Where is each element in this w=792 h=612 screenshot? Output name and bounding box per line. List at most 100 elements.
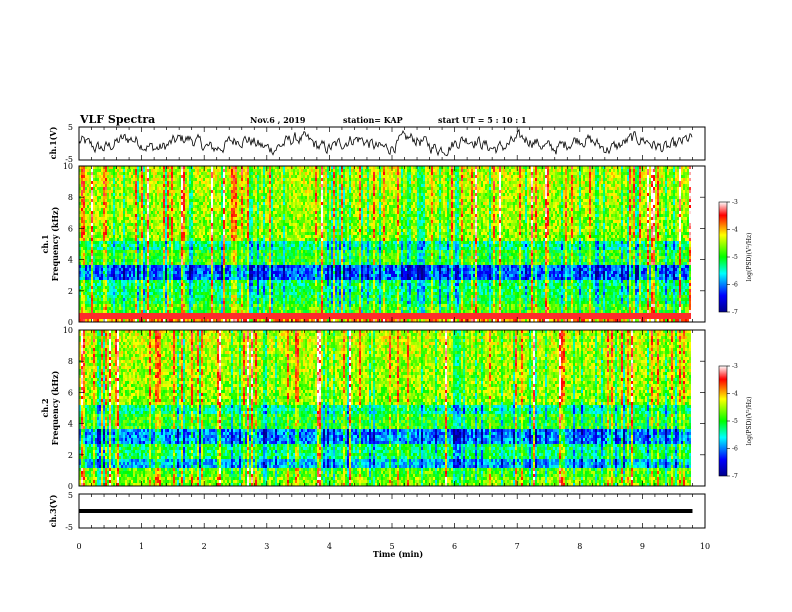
spectrogram-cell bbox=[571, 172, 573, 175]
spectrogram-cell bbox=[113, 178, 115, 181]
spectrogram-cell bbox=[165, 169, 167, 172]
spectrogram-cell bbox=[317, 169, 319, 172]
spectrogram-cell bbox=[491, 175, 493, 178]
spectrogram-cell bbox=[505, 172, 507, 175]
spectrogram-cell bbox=[677, 172, 679, 175]
spectrogram-cell bbox=[389, 172, 391, 175]
spectrogram-cell bbox=[217, 175, 219, 178]
spectrogram-cell bbox=[227, 172, 229, 175]
spectrogram-cell bbox=[617, 175, 619, 178]
spectrogram-cell bbox=[675, 175, 677, 178]
spectrogram-cell bbox=[233, 172, 235, 175]
spectrogram-cell bbox=[607, 175, 609, 178]
spectrogram-cell bbox=[119, 172, 121, 175]
spectrogram-cell bbox=[497, 175, 499, 178]
spectrogram-cell bbox=[521, 175, 523, 178]
spectrogram-cell bbox=[333, 172, 335, 175]
spectrogram-cell bbox=[137, 169, 139, 172]
spectrogram-cell bbox=[533, 175, 535, 178]
spectrogram-cell bbox=[361, 169, 363, 172]
spectrogram-cell bbox=[139, 175, 141, 178]
spectrogram-cell bbox=[609, 175, 611, 178]
spectrogram-cell bbox=[121, 175, 123, 178]
spectrogram-cell bbox=[193, 175, 195, 178]
spectrogram-cell bbox=[311, 175, 313, 178]
spectrogram-cell bbox=[627, 175, 629, 178]
spectrogram-cell bbox=[403, 172, 405, 175]
spectrogram-cell bbox=[169, 175, 171, 178]
spectrogram-cell bbox=[677, 175, 679, 178]
spectrogram-cell bbox=[195, 172, 197, 175]
spectrogram-cell bbox=[471, 172, 473, 175]
spectrogram-cell bbox=[587, 169, 589, 172]
spectrogram-cell bbox=[467, 169, 469, 172]
spectrogram-cell bbox=[551, 172, 553, 175]
spectrogram-cell bbox=[661, 175, 663, 178]
spectrogram-cell bbox=[621, 175, 623, 178]
spectrogram-cell bbox=[689, 169, 691, 172]
spectrogram-cell bbox=[527, 175, 529, 178]
spectrogram-cell bbox=[113, 172, 115, 175]
spectrogram-cell bbox=[297, 175, 299, 178]
spectrogram-cell bbox=[475, 175, 477, 178]
spectrogram-cell bbox=[175, 175, 177, 178]
spectrogram-cell bbox=[449, 169, 451, 172]
spectrogram-cell bbox=[263, 169, 265, 172]
spectrogram-cell bbox=[569, 175, 571, 178]
spectrogram-cell bbox=[449, 172, 451, 175]
spectrogram-cell bbox=[127, 178, 129, 181]
spectrogram-cell bbox=[169, 169, 171, 172]
spectrogram-cell bbox=[239, 172, 241, 175]
spectrogram-cell bbox=[593, 175, 595, 178]
spectrogram-cell bbox=[123, 175, 125, 178]
spectrogram-cell bbox=[287, 169, 289, 172]
spectrogram-cell bbox=[327, 172, 329, 175]
spectrogram-cell bbox=[189, 172, 191, 175]
spectrogram-cell bbox=[581, 175, 583, 178]
spectrogram-cell bbox=[421, 169, 423, 172]
spectrogram-cell bbox=[619, 175, 621, 178]
spectrogram-cell bbox=[493, 169, 495, 172]
spectrogram-cell bbox=[331, 172, 333, 175]
spectrogram-cell bbox=[625, 172, 627, 175]
spectrogram-cell bbox=[173, 172, 175, 175]
spectrogram-cell bbox=[679, 175, 681, 178]
spectrogram-cell bbox=[103, 178, 105, 181]
spectrogram-cell bbox=[115, 172, 117, 175]
spectrogram-cell bbox=[81, 169, 83, 172]
spectrogram-cell bbox=[663, 169, 665, 172]
spectrogram-cell bbox=[425, 172, 427, 175]
spectrogram-cell bbox=[473, 175, 475, 178]
spectrogram-cell bbox=[101, 172, 103, 175]
spectrogram-cell bbox=[465, 175, 467, 178]
spectrogram-cell bbox=[399, 175, 401, 178]
spectrogram-cell bbox=[583, 169, 585, 172]
spectrogram-cell bbox=[199, 169, 201, 172]
spectrogram-cell bbox=[195, 175, 197, 178]
spectrogram-cell bbox=[147, 169, 149, 172]
spectrogram-cell bbox=[427, 172, 429, 175]
spectrogram-cell bbox=[647, 172, 649, 175]
spectrogram-cell bbox=[555, 175, 557, 178]
spectrogram-cell bbox=[509, 169, 511, 172]
spectrogram-cell bbox=[557, 172, 559, 175]
spectrogram-cell bbox=[197, 172, 199, 175]
spectrogram-cell bbox=[263, 172, 265, 175]
spectrogram-cell bbox=[589, 175, 591, 178]
spectrogram-cell bbox=[235, 172, 237, 175]
spectrogram-cell bbox=[603, 169, 605, 172]
spectrogram-cell bbox=[383, 169, 385, 172]
spectrogram-cell bbox=[647, 169, 649, 172]
spectrogram-cell bbox=[507, 175, 509, 178]
spectrogram-cell bbox=[95, 169, 97, 172]
spectrogram-cell bbox=[83, 175, 85, 178]
spectrogram-cell bbox=[341, 169, 343, 172]
spectrogram-cell bbox=[563, 172, 565, 175]
spectrogram-cell bbox=[645, 169, 647, 172]
spectrogram-cell bbox=[547, 169, 549, 172]
spectrogram-cell bbox=[481, 172, 483, 175]
spectrogram-cell bbox=[97, 175, 99, 178]
spectrogram-cell bbox=[337, 175, 339, 178]
spectrogram-cell bbox=[603, 172, 605, 175]
spectrogram-cell bbox=[461, 175, 463, 178]
